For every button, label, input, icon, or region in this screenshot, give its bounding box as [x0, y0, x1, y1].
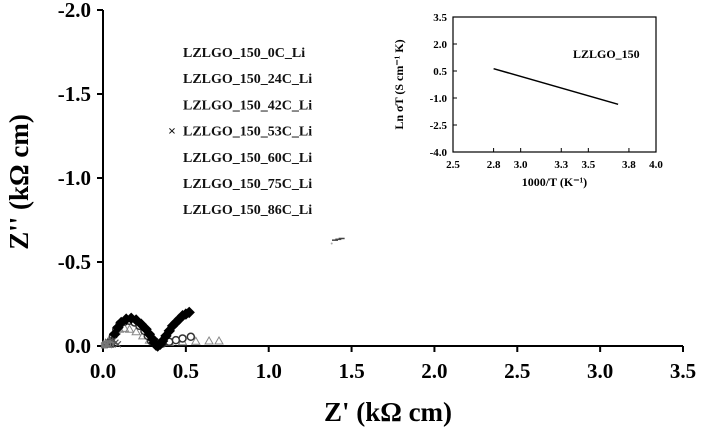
data-point — [204, 335, 214, 345]
inset-y-tick-label: 0.5 — [433, 66, 447, 78]
inset-x-tick-label: 3.3 — [554, 159, 568, 171]
x-tick-label: 1.5 — [338, 359, 364, 383]
inset-y-tick-label: -4.0 — [430, 147, 448, 159]
data-point — [190, 336, 201, 345]
series-5 — [332, 237, 345, 241]
legend-label: LZLGO_150_42C_Li — [183, 98, 312, 113]
data-point — [178, 334, 187, 343]
series-4 — [100, 340, 115, 349]
inset-annotation: LZLGO_150 — [573, 47, 640, 61]
inset-x-tick-label: 2.5 — [446, 159, 460, 171]
inset-x-tick-label: 4.0 — [649, 159, 663, 171]
data-point — [104, 340, 111, 347]
inset-x-tick-label: 3.5 — [581, 159, 595, 171]
data-point — [186, 332, 196, 342]
inset-y-tick-label: 3.5 — [433, 12, 447, 24]
inset-x-tick-label: 2.8 — [487, 159, 501, 171]
x-tick-label: 2.5 — [504, 359, 530, 383]
data-point — [114, 340, 122, 348]
inset-x-tick-label: 3.8 — [622, 159, 636, 171]
legend-label: LZLGO_150_0C_Li — [183, 46, 305, 61]
data-point — [131, 326, 142, 336]
inset-x-axis-title: 1000/T (K⁻¹) — [522, 175, 587, 189]
x-axis-title: Z' (kΩ cm) — [324, 397, 452, 427]
data-point — [214, 335, 224, 345]
y-tick-label: -2.0 — [58, 0, 91, 22]
x-tick-label: 2.0 — [421, 359, 447, 383]
legend: LZLGO_150_0C_Li LZLGO_150_24C_Li LZLGO_150… — [168, 46, 312, 218]
x-tick-label: 0.0 — [90, 359, 116, 383]
legend-marker: × — [168, 125, 176, 140]
legend-label: LZLGO_150_75C_Li — [183, 177, 312, 192]
y-tick-label: -1.0 — [58, 166, 91, 190]
inset-y-tick-label: 2.0 — [433, 39, 447, 51]
legend-label: LZLGO_150_24C_Li — [183, 72, 312, 87]
x-tick-label: 0.5 — [173, 359, 199, 383]
inset-frame — [452, 16, 657, 153]
series-6 — [330, 242, 333, 245]
y-axis-title: Z'' (kΩ cm) — [4, 114, 34, 250]
inset-y-tick-label: -1.0 — [430, 93, 448, 105]
data-point — [330, 242, 333, 245]
inset-plot: 2.5 2.8 3.0 3.3 3.5 3.8 4.0 3.5 2.0 0.5 -1.0 -2.5 -4… — [392, 12, 663, 189]
inset-x-tick-label: 3.0 — [514, 159, 528, 171]
data-point — [106, 340, 113, 347]
x-tick-label: 1.0 — [256, 359, 282, 383]
x-tick-label: 3.0 — [587, 359, 613, 383]
data-point — [124, 324, 135, 333]
x-tick-label: 3.5 — [670, 359, 696, 383]
y-tick-label: -1.5 — [58, 82, 91, 106]
main-plot: 0.0 0.5 1.0 1.5 2.0 2.5 3.0 3.5 -2.0 -1.5 -1.0 -0.5… — [4, 0, 696, 427]
inset-y-tick-label: -2.5 — [430, 120, 448, 132]
data-point — [108, 341, 115, 348]
inset-fit-line — [493, 67, 619, 106]
y-tick-label: -0.5 — [58, 250, 91, 274]
data-point — [183, 306, 195, 319]
y-tick-label: 0.0 — [65, 334, 91, 358]
legend-label: LZLGO_150_86C_Li — [183, 203, 312, 218]
legend-label: LZLGO_150_53C_Li — [183, 125, 312, 140]
legend-label: LZLGO_150_60C_Li — [183, 151, 312, 166]
inset-y-axis-title: Ln σT (S cm⁻¹ K) — [392, 39, 406, 129]
